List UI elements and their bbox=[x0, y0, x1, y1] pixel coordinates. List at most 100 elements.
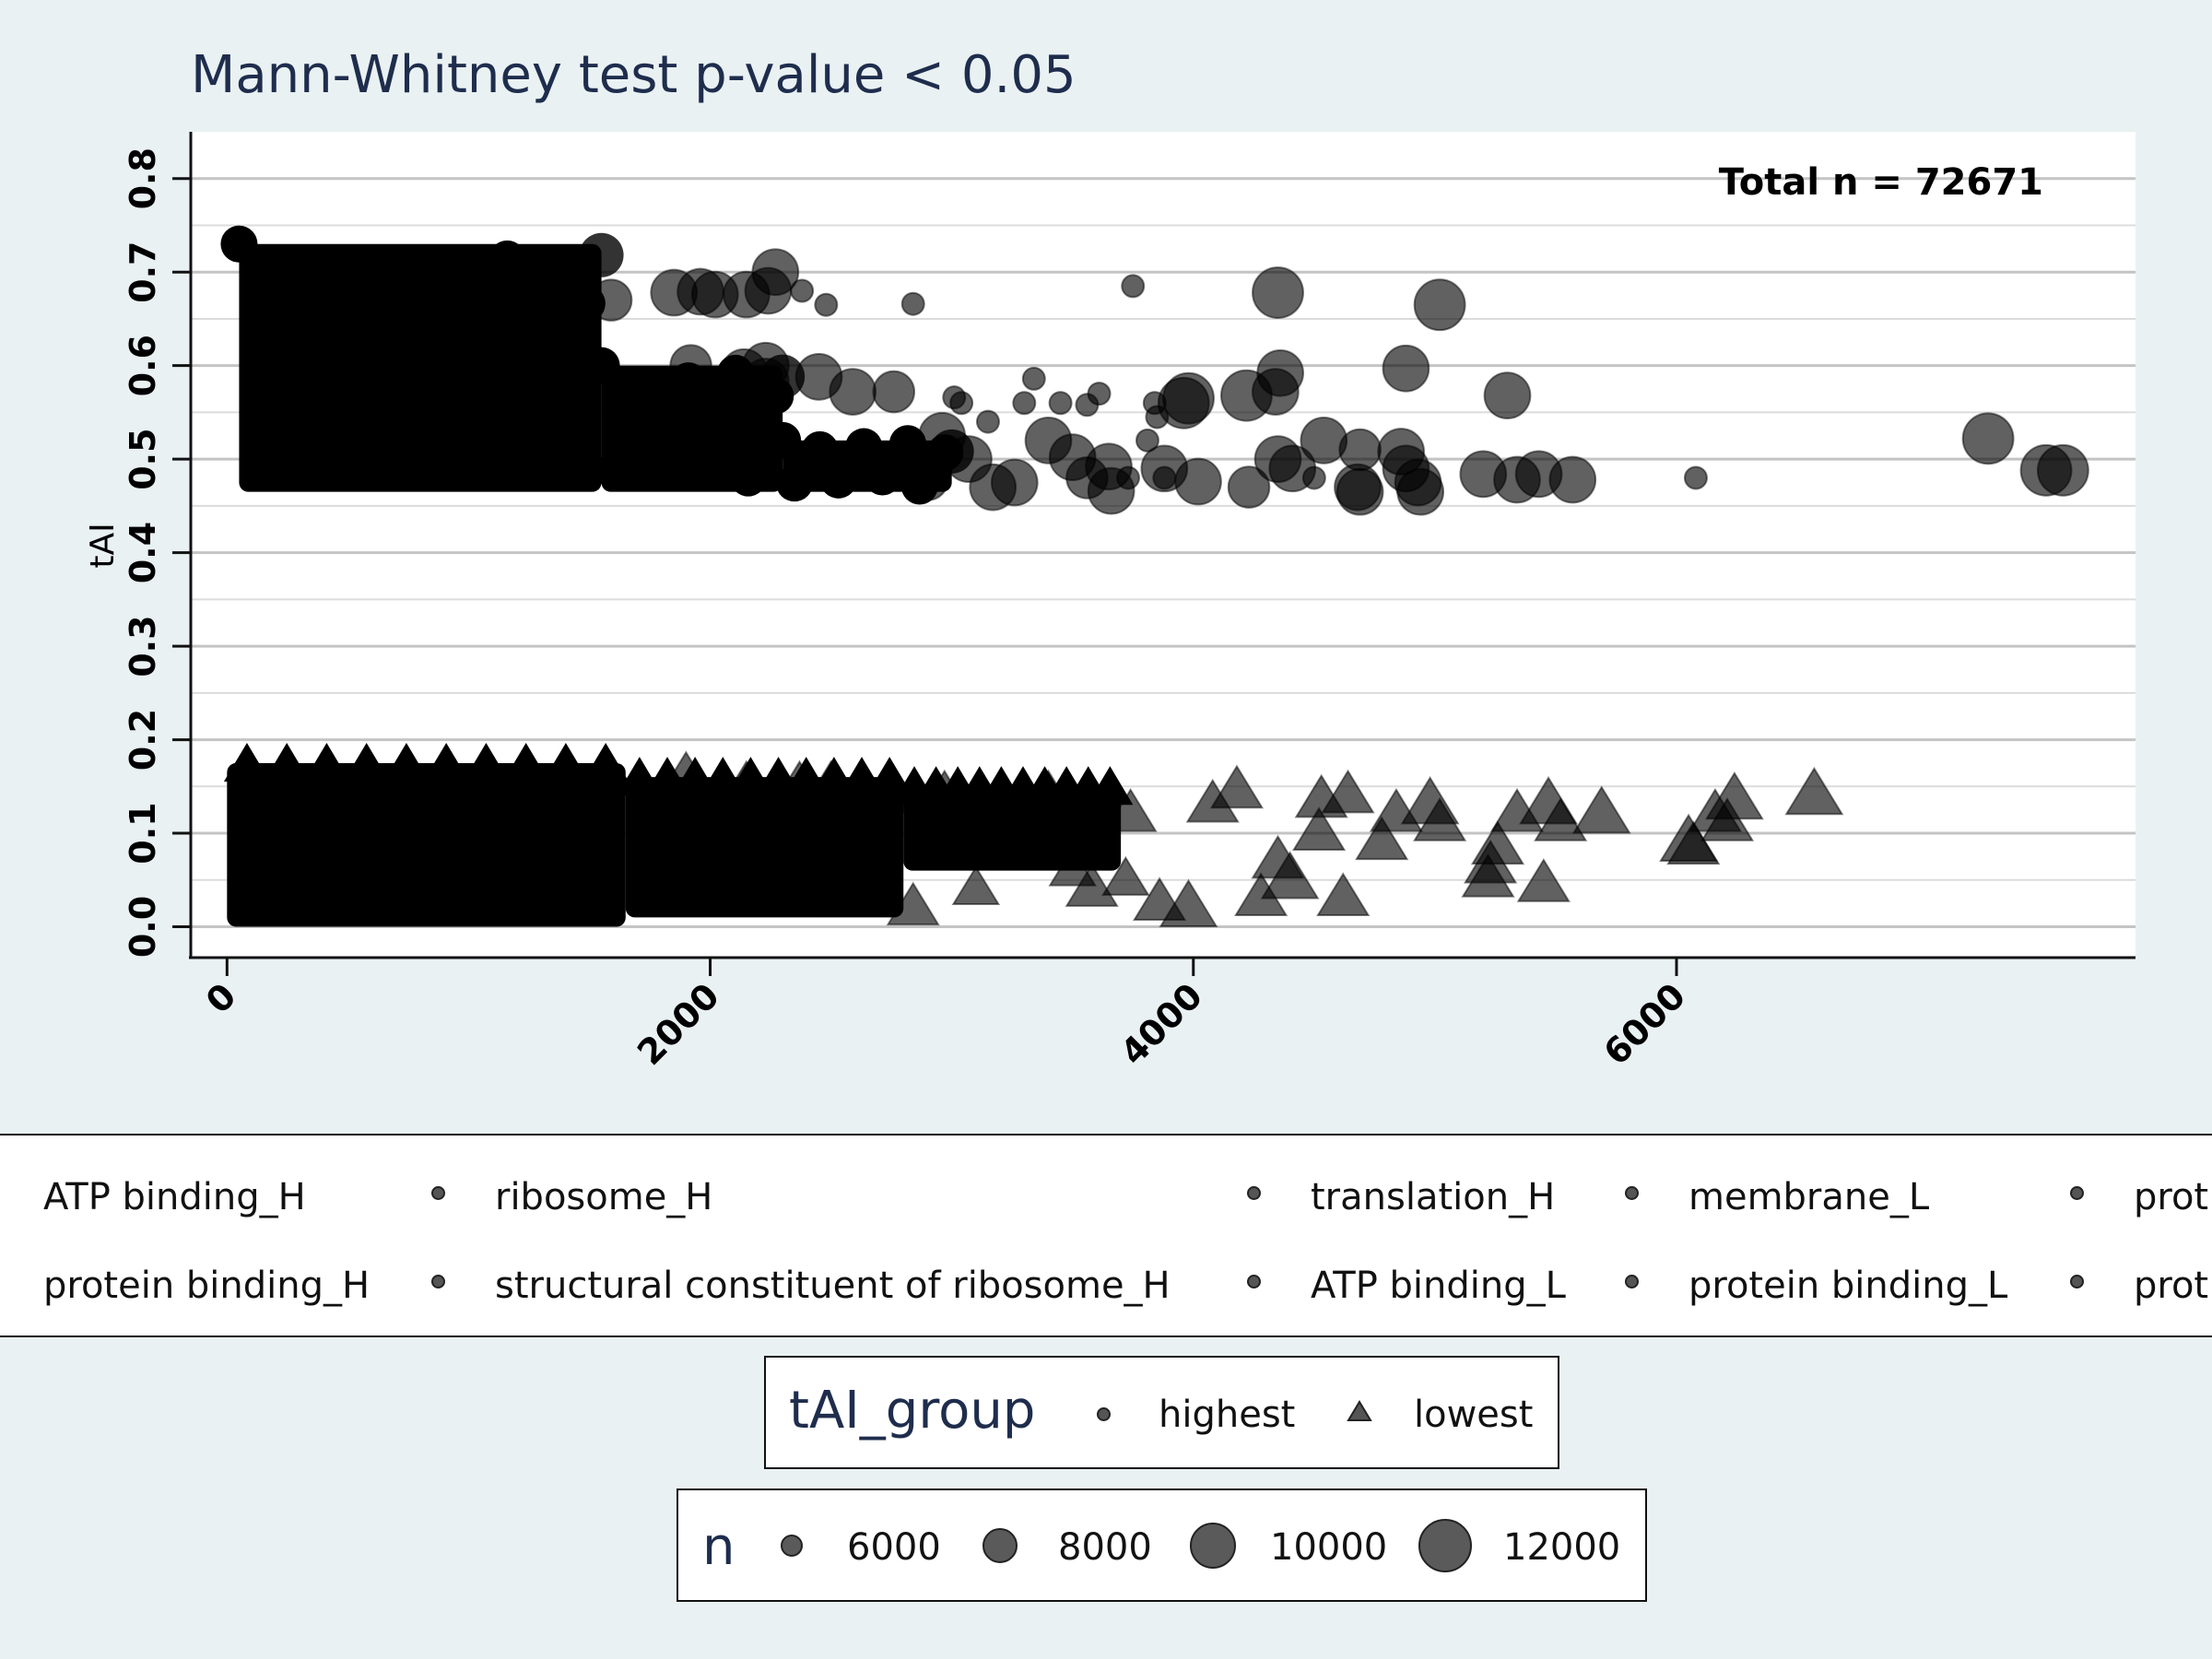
x-tick-label: 2000 bbox=[629, 975, 727, 1073]
dense-cluster-lowest bbox=[227, 762, 626, 927]
point-lowest bbox=[1021, 769, 1076, 814]
y-tick-label: 0.4 bbox=[123, 522, 163, 583]
y-tick-label: 0.6 bbox=[123, 335, 163, 396]
point-highest bbox=[1012, 391, 1037, 416]
point-lowest bbox=[951, 865, 1001, 905]
point-lowest bbox=[719, 759, 773, 805]
cluster-edge-triangle bbox=[423, 742, 470, 782]
cluster-edge-circle bbox=[764, 421, 802, 459]
size-legend: n 6000 8000 10000 12000 bbox=[677, 1488, 1647, 1602]
point-highest bbox=[900, 291, 925, 316]
point-highest bbox=[1382, 344, 1430, 393]
point-lowest bbox=[1516, 858, 1571, 902]
point-lowest bbox=[1784, 766, 1844, 816]
cluster-edge-circle bbox=[434, 401, 472, 439]
point-lowest bbox=[1291, 806, 1347, 851]
data-points bbox=[589, 248, 2089, 927]
legend-item-protein-binding-l-truncated: prot bbox=[2134, 1176, 2209, 1218]
y-tick-label: 0.7 bbox=[123, 241, 163, 303]
point-highest bbox=[1152, 465, 1177, 490]
legend-dot-icon bbox=[2070, 1186, 2084, 1200]
size-circle-8000-icon bbox=[982, 1528, 1018, 1563]
point-highest bbox=[1220, 369, 1273, 422]
point-highest bbox=[1145, 405, 1170, 429]
cluster-edge-circle bbox=[689, 436, 727, 474]
point-highest bbox=[1115, 465, 1140, 490]
cluster-edge-circle bbox=[245, 430, 283, 468]
point-lowest bbox=[1700, 797, 1755, 841]
cluster-edge-circle bbox=[603, 421, 641, 459]
legend-item-protein-binding-h: protein binding_H bbox=[43, 1265, 371, 1307]
point-lowest bbox=[1132, 877, 1187, 922]
point-highest bbox=[814, 292, 839, 317]
legend-dot-icon bbox=[1247, 1186, 1261, 1200]
legend-item-ribosome-h: ribosome_H bbox=[495, 1176, 713, 1218]
cluster-edge-triangle bbox=[303, 742, 350, 782]
legend-item-translation-h: translation_H bbox=[1311, 1176, 1556, 1218]
point-lowest bbox=[1103, 787, 1158, 832]
cluster-edge-circle bbox=[579, 232, 624, 277]
legend-dot-icon bbox=[1247, 1275, 1261, 1288]
point-highest bbox=[1548, 455, 1597, 504]
legend-item-atp-binding-h: ATP binding_H bbox=[43, 1176, 306, 1218]
point-highest bbox=[1048, 391, 1073, 416]
point-lowest bbox=[1316, 872, 1371, 916]
point-highest bbox=[1121, 274, 1146, 299]
point-highest bbox=[1252, 266, 1304, 319]
point-highest bbox=[990, 458, 1039, 507]
point-lowest bbox=[659, 750, 713, 795]
cluster-edge-circle bbox=[488, 240, 526, 277]
size-circle-6000-icon bbox=[781, 1535, 803, 1557]
cluster-edge-circle bbox=[663, 392, 700, 429]
legend-dot-icon bbox=[431, 1275, 445, 1288]
cluster-edge-circle bbox=[622, 370, 660, 407]
cluster-edge-circle bbox=[595, 452, 633, 489]
legend-dot-icon bbox=[431, 1186, 445, 1200]
legend-dot-icon bbox=[1625, 1275, 1639, 1288]
point-lowest bbox=[1534, 797, 1588, 841]
cluster-edge-circle bbox=[380, 314, 418, 352]
point-lowest bbox=[818, 846, 867, 887]
point-lowest bbox=[886, 881, 940, 926]
total-n-annotation: Total n = 72671 bbox=[1719, 161, 2043, 204]
point-highest bbox=[669, 344, 712, 387]
cluster-edge-circle bbox=[260, 371, 298, 409]
legend-item-membrane-l: membrane_L bbox=[1688, 1176, 1930, 1218]
cluster-edge-circle bbox=[513, 446, 551, 484]
point-highest bbox=[862, 451, 906, 494]
point-highest bbox=[650, 268, 699, 317]
size-legend-6000: 6000 bbox=[847, 1526, 941, 1569]
legend-dot-icon bbox=[2070, 1275, 2084, 1288]
legend-dot-icon bbox=[1625, 1186, 1639, 1200]
cluster-edge-triangle bbox=[502, 742, 549, 782]
point-highest bbox=[1301, 465, 1326, 490]
point-highest bbox=[720, 347, 769, 396]
cluster-edge-circle bbox=[528, 386, 566, 424]
point-lowest bbox=[1489, 787, 1545, 832]
y-tick-label: 0.2 bbox=[123, 709, 163, 771]
point-lowest bbox=[1461, 853, 1515, 898]
dense-cluster-highest bbox=[239, 243, 602, 492]
point-highest bbox=[1135, 428, 1159, 453]
point-lowest bbox=[1101, 855, 1150, 896]
point-highest bbox=[829, 368, 877, 416]
point-highest bbox=[975, 409, 1000, 434]
point-lowest bbox=[1571, 785, 1631, 834]
cluster-edge-triangle bbox=[382, 742, 429, 782]
y-tick-label: 0.3 bbox=[123, 615, 163, 677]
point-highest bbox=[1021, 366, 1046, 391]
point-lowest bbox=[1209, 764, 1265, 809]
point-highest bbox=[1065, 456, 1109, 500]
y-tick-label: 0.1 bbox=[123, 802, 163, 864]
legend-item-protein-binding-l-truncated: prot bbox=[2134, 1265, 2209, 1307]
point-highest bbox=[589, 278, 633, 322]
size-legend-12000: 12000 bbox=[1503, 1526, 1621, 1569]
point-lowest bbox=[975, 790, 1025, 830]
size-legend-8000: 8000 bbox=[1058, 1526, 1152, 1569]
y-tick-label: 0.5 bbox=[123, 428, 163, 489]
point-highest bbox=[872, 370, 916, 414]
legend-item-protein-binding-l: protein binding_L bbox=[1688, 1265, 2008, 1307]
cluster-edge-triangle bbox=[542, 742, 589, 782]
point-highest bbox=[1075, 393, 1100, 418]
point-highest bbox=[1335, 467, 1384, 516]
